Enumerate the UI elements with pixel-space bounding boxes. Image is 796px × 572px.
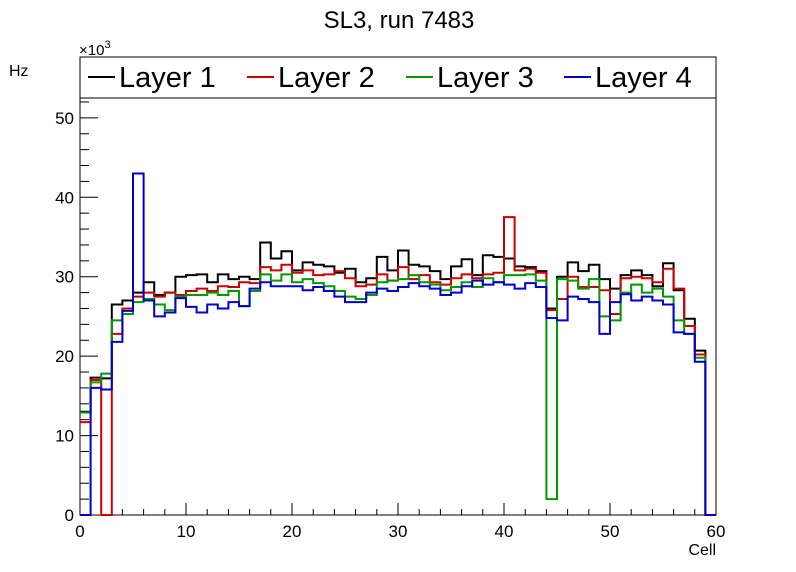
- x-tick-label: 40: [495, 522, 514, 541]
- series-line-layer-4: [80, 172, 716, 516]
- x-tick-label: 0: [75, 522, 84, 541]
- x-axis-title: Cell: [688, 542, 716, 559]
- y-tick-label: 30: [55, 268, 74, 287]
- y-exponent-power: 3: [104, 39, 110, 51]
- x-tick-label: 30: [389, 522, 408, 541]
- series-group: [80, 172, 716, 516]
- legend-label-layer-1: Layer 1: [119, 62, 216, 94]
- legend: Layer 1 Layer 2 Layer 3 Layer 4: [79, 56, 717, 99]
- legend-label-layer-4: Layer 4: [595, 62, 692, 94]
- x-tick-label: 20: [283, 522, 302, 541]
- y-axis-tick-labels: 0 10 20 30 40 50: [55, 109, 74, 525]
- y-exponent-label: ×103: [79, 39, 111, 59]
- chart-title: SL3, run 7483: [324, 7, 475, 34]
- legend-box: [79, 56, 717, 99]
- legend-label-layer-2: Layer 2: [278, 62, 375, 94]
- y-tick-label: 40: [55, 188, 74, 207]
- y-axis-title: Hz: [9, 63, 29, 80]
- y-tick-label: 10: [55, 427, 74, 446]
- y-tick-label: 20: [55, 347, 74, 366]
- x-axis-tick-labels: 0 10 20 30 40 50 60: [75, 522, 725, 541]
- x-tick-label: 60: [707, 522, 726, 541]
- x-axis-ticks: [79, 503, 717, 515]
- y-tick-label: 50: [55, 109, 74, 128]
- x-tick-label: 50: [601, 522, 620, 541]
- y-exponent-base: ×10: [79, 42, 104, 59]
- series-line-layer-1: [80, 241, 716, 516]
- x-tick-label: 10: [177, 522, 196, 541]
- legend-label-layer-3: Layer 3: [437, 62, 534, 94]
- y-tick-label: 0: [65, 506, 74, 525]
